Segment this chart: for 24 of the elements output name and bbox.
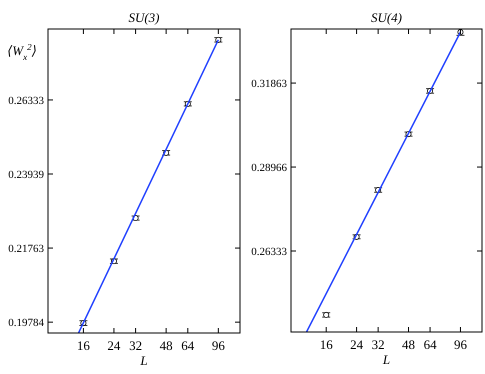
y-axis-title: ⟨W$_{x}$$^{2}$⟩ xyxy=(7,42,37,62)
x-tick-label: 16 xyxy=(320,337,334,352)
x-axis-title: L xyxy=(139,353,148,368)
chart-title: SU(3) xyxy=(128,10,160,25)
x-tick-label: 48 xyxy=(160,338,173,353)
y-tick-label: 0.26333 xyxy=(8,94,44,107)
x-tick-label: 24 xyxy=(350,337,364,352)
y-tick-label: 0.21763 xyxy=(8,243,44,256)
x-tick-label: 64 xyxy=(424,337,438,352)
x-tick-label: 48 xyxy=(402,337,416,352)
x-tick-label: 96 xyxy=(454,337,468,352)
x-tick-label: 32 xyxy=(372,337,385,352)
x-tick-label: 32 xyxy=(129,338,142,353)
x-tick-label: 24 xyxy=(107,338,121,353)
x-tick-label: 16 xyxy=(76,338,90,353)
x-axis-title: L xyxy=(382,352,390,367)
y-tick-label: 0.19784 xyxy=(8,317,44,330)
y-tick-label: 0.23939 xyxy=(8,169,44,182)
y-tick-label: 0.31863 xyxy=(251,78,288,90)
y-tick-label: 0.26333 xyxy=(251,246,288,258)
chart-title: SU(4) xyxy=(370,10,402,25)
x-tick-label: 64 xyxy=(181,338,195,353)
x-tick-label: 96 xyxy=(212,338,226,353)
y-tick-label: 0.28966 xyxy=(251,162,288,174)
